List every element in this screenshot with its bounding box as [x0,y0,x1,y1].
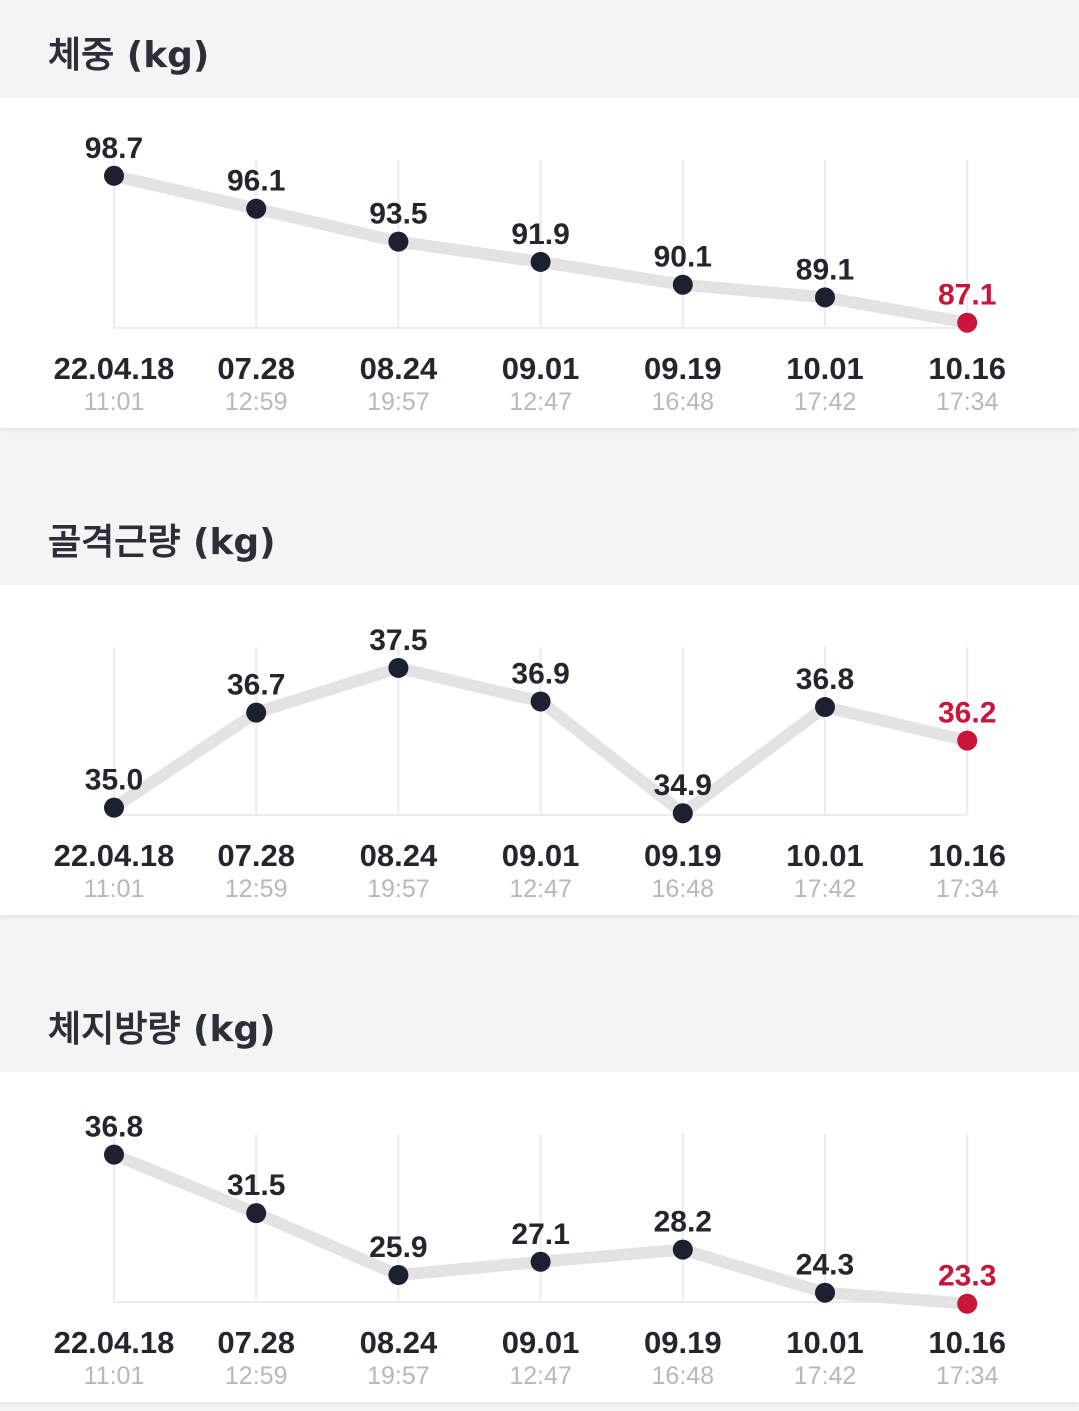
x-tick-date: 10.16 [928,351,1006,386]
x-tick-date: 08.24 [360,1325,438,1360]
x-tick-date: 22.04.18 [54,351,175,386]
data-point[interactable] [815,1282,835,1303]
value-label: 87.1 [938,279,996,312]
x-tick-time: 12:59 [225,1362,288,1390]
data-point[interactable] [104,1144,124,1165]
x-tick-time: 19:57 [367,1362,430,1390]
data-point[interactable] [530,251,551,272]
value-label: 89.1 [796,253,854,286]
data-point[interactable] [104,797,124,818]
data-point[interactable] [104,165,124,186]
x-tick-time: 17:42 [794,388,857,416]
latest-data-point[interactable] [957,730,978,751]
data-point[interactable] [388,231,409,252]
x-tick-date: 10.01 [786,1325,864,1360]
value-label: 96.1 [227,165,285,198]
value-label: 90.1 [654,241,712,274]
value-label: 98.7 [85,132,143,165]
x-tick-time: 17:42 [794,1362,857,1390]
data-point[interactable] [388,1265,409,1286]
x-tick-date: 10.16 [928,1325,1006,1360]
value-label: 31.5 [227,1169,285,1202]
section-title: 체중 (kg) [48,35,210,76]
x-tick-time: 12:47 [509,875,572,903]
section-header: 체중 (kg) [0,0,1079,98]
value-label: 36.8 [796,663,854,696]
x-tick-date: 22.04.18 [54,1325,175,1360]
x-tick-time: 16:48 [652,1362,715,1390]
x-tick-time: 16:48 [652,388,715,416]
chart-card[interactable]: 98.7 22.04.18 11:01 96.1 07.28 12:59 93.5 08.24… [0,98,1079,428]
x-tick-date: 07.28 [217,838,295,873]
x-tick-date: 08.24 [360,838,438,873]
x-tick-date: 07.28 [217,351,295,386]
x-tick-time: 17:34 [936,875,999,903]
x-tick-date: 10.01 [786,838,864,873]
section-header: 골격근량 (kg) [0,487,1079,585]
data-point[interactable] [530,691,551,712]
x-tick-date: 07.28 [217,1325,295,1360]
x-tick-date: 09.01 [502,838,580,873]
x-tick-date: 10.16 [928,838,1006,873]
x-tick-date: 09.19 [644,838,722,873]
x-tick-date: 09.19 [644,1325,722,1360]
x-tick-date: 09.19 [644,351,722,386]
x-tick-time: 12:59 [225,875,288,903]
value-label: 36.9 [511,657,569,690]
x-tick-time: 11:01 [84,875,145,903]
x-tick-time: 17:34 [936,1362,999,1390]
data-point[interactable] [672,274,693,295]
value-label: 35.0 [85,764,143,797]
x-tick-time: 19:57 [367,875,430,903]
x-tick-time: 12:47 [509,388,572,416]
value-label: 91.9 [511,218,569,251]
x-tick-time: 11:01 [84,388,145,416]
section-title: 체지방량 (kg) [48,1009,276,1050]
x-tick-time: 19:57 [367,388,430,416]
x-tick-time: 11:01 [84,1362,145,1390]
x-tick-time: 12:47 [509,1362,572,1390]
section-title: 골격근량 (kg) [48,522,276,563]
x-tick-date: 08.24 [360,351,438,386]
chart-card[interactable]: 35.0 22.04.18 11:01 36.7 07.28 12:59 37.5 08.24… [0,585,1079,915]
x-tick-date: 22.04.18 [54,838,175,873]
x-tick-time: 17:42 [794,875,857,903]
x-tick-time: 16:48 [652,875,715,903]
data-point[interactable] [815,697,835,718]
data-point[interactable] [246,1203,267,1224]
data-point[interactable] [815,287,835,308]
value-label: 36.2 [938,697,996,730]
x-tick-date: 09.01 [502,1325,580,1360]
value-label: 28.2 [654,1206,712,1239]
value-label: 24.3 [796,1249,854,1282]
data-point[interactable] [246,198,267,219]
chart-card[interactable]: 36.8 22.04.18 11:01 31.5 07.28 12:59 25.9 08.24… [0,1072,1079,1402]
x-tick-time: 12:59 [225,388,288,416]
x-tick-time: 17:34 [936,388,999,416]
data-point[interactable] [530,1251,551,1272]
data-point[interactable] [388,657,409,678]
grid-lines [113,160,969,329]
data-point[interactable] [672,803,693,824]
value-label: 27.1 [511,1218,569,1251]
value-label: 34.9 [654,769,712,802]
x-tick-date: 10.01 [786,351,864,386]
data-point[interactable] [246,702,267,723]
latest-data-point[interactable] [957,1293,978,1314]
data-point[interactable] [672,1239,693,1260]
x-tick-date: 09.01 [502,351,580,386]
section-header: 체지방량 (kg) [0,974,1079,1072]
value-label: 23.3 [938,1260,996,1293]
value-label: 36.7 [227,669,285,702]
latest-data-point[interactable] [957,312,978,333]
value-label: 36.8 [85,1111,143,1144]
value-label: 25.9 [369,1231,427,1264]
value-label: 37.5 [369,624,427,657]
value-label: 93.5 [369,198,427,231]
